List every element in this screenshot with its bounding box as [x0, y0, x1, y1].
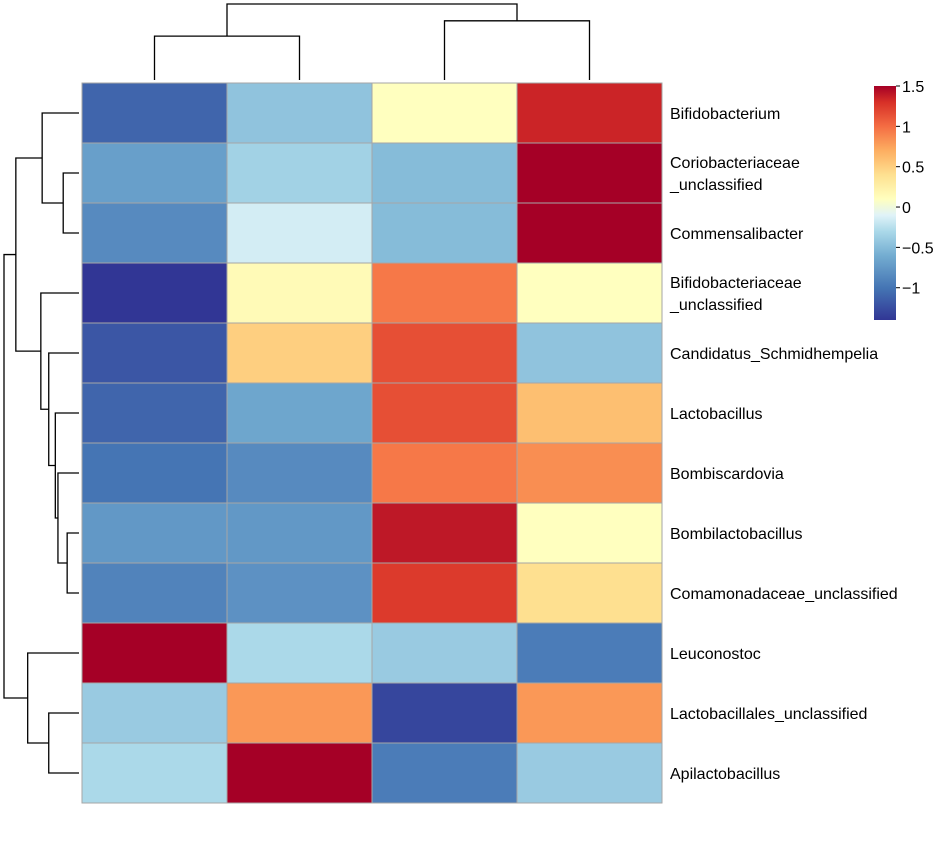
row-dendrogram-branch	[48, 712, 79, 774]
heatmap-cell	[371, 622, 518, 684]
heatmap-cells	[81, 82, 663, 804]
column-dendrogram-branch	[226, 3, 518, 37]
column-dendrogram-branch	[443, 20, 591, 80]
heatmap-cell	[226, 502, 373, 564]
row-label: Bombiscardovia	[670, 466, 784, 483]
heatmap-cell	[81, 742, 228, 804]
heatmap-cell	[226, 742, 373, 804]
heatmap-cell	[81, 202, 228, 264]
column-dendrogram-branch	[153, 35, 301, 80]
heatmap-cell	[516, 442, 663, 504]
heatmap-cell	[81, 442, 228, 504]
heatmap-cell	[226, 262, 373, 324]
heatmap-cell	[371, 262, 518, 324]
column-dendrogram	[153, 3, 591, 80]
heatmap-cell	[371, 322, 518, 384]
row-label: Apilactobacillus	[670, 766, 780, 783]
legend-colorbar	[874, 86, 896, 320]
row-dendrogram	[3, 112, 79, 774]
row-label: Bifidobacteriaceae	[670, 275, 802, 292]
heatmap-cell	[516, 562, 663, 624]
row-dendrogram-branch	[54, 412, 79, 519]
heatmap-cell	[226, 202, 373, 264]
heatmap-cell	[226, 442, 373, 504]
heatmap-cell	[81, 82, 228, 144]
row-dendrogram-branch	[41, 112, 79, 204]
heatmap-cell	[81, 682, 228, 744]
heatmap-cell	[81, 382, 228, 444]
row-dendrogram-branch	[3, 253, 28, 699]
heatmap-cell	[81, 262, 228, 324]
row-label: _unclassified	[669, 177, 763, 194]
heatmap-cell	[516, 202, 663, 264]
heatmap-cell	[226, 322, 373, 384]
legend-tick-label: 1.5	[902, 79, 924, 96]
heatmap-cell	[226, 382, 373, 444]
row-label: Lactobacillus	[670, 406, 763, 423]
heatmap-cell	[516, 682, 663, 744]
legend-tick-label: −1	[902, 281, 920, 298]
heatmap-cell	[371, 742, 518, 804]
row-dendrogram-branch	[48, 352, 79, 467]
row-label: _unclassified	[669, 297, 763, 314]
row-label: Coriobacteriaceae	[670, 155, 800, 172]
row-label: Lactobacillales_unclassified	[670, 706, 867, 723]
heatmap-cell	[516, 502, 663, 564]
legend-tick-label: 0	[902, 200, 911, 217]
heatmap-cell	[81, 562, 228, 624]
legend-tick-label: −0.5	[902, 240, 934, 257]
heatmap-cell	[371, 82, 518, 144]
row-label: Candidatus_Schmidhempelia	[670, 346, 878, 363]
heatmap-cell	[371, 382, 518, 444]
heatmap-cell	[371, 682, 518, 744]
row-label: Commensalibacter	[670, 226, 804, 243]
heatmap-cell	[516, 382, 663, 444]
heatmap-cell	[516, 322, 663, 384]
heatmap-cell	[226, 682, 373, 744]
row-label: Bifidobacterium	[670, 106, 780, 123]
color-legend: 1.5 1 0.5 0 −0.5 −1	[874, 79, 934, 320]
legend-tick-label: 1	[902, 119, 911, 136]
heatmap-cell	[226, 142, 373, 204]
heatmap-cell	[516, 622, 663, 684]
row-dendrogram-branch	[40, 292, 79, 410]
heatmap-cell	[81, 142, 228, 204]
row-labels: Bifidobacterium Coriobacteriaceae _unclass…	[669, 106, 898, 783]
heatmap-cell	[226, 622, 373, 684]
row-dendrogram-branch	[66, 532, 79, 594]
row-label: Comamonadaceae_unclassified	[670, 586, 898, 603]
heatmap-cell	[516, 262, 663, 324]
heatmap-cell	[226, 82, 373, 144]
row-dendrogram-branch	[57, 472, 79, 564]
heatmap-cell	[371, 442, 518, 504]
row-dendrogram-branch	[15, 157, 43, 352]
heatmap-cell	[226, 562, 373, 624]
heatmap-cell	[371, 502, 518, 564]
heatmap-cell	[81, 502, 228, 564]
heatmap-cell	[371, 562, 518, 624]
legend-tick-label: 0.5	[902, 160, 924, 177]
heatmap-cell	[516, 142, 663, 204]
heatmap-cell	[81, 322, 228, 384]
heatmap-cell	[516, 742, 663, 804]
heatmap-cell	[371, 142, 518, 204]
heatmap-cell	[81, 622, 228, 684]
row-label: Leuconostoc	[670, 646, 761, 663]
row-label: Bombilactobacillus	[670, 526, 803, 543]
heatmap-cell	[516, 82, 663, 144]
row-dendrogram-branch	[62, 172, 79, 234]
row-dendrogram-branch	[27, 652, 79, 744]
heatmap-cell	[371, 202, 518, 264]
